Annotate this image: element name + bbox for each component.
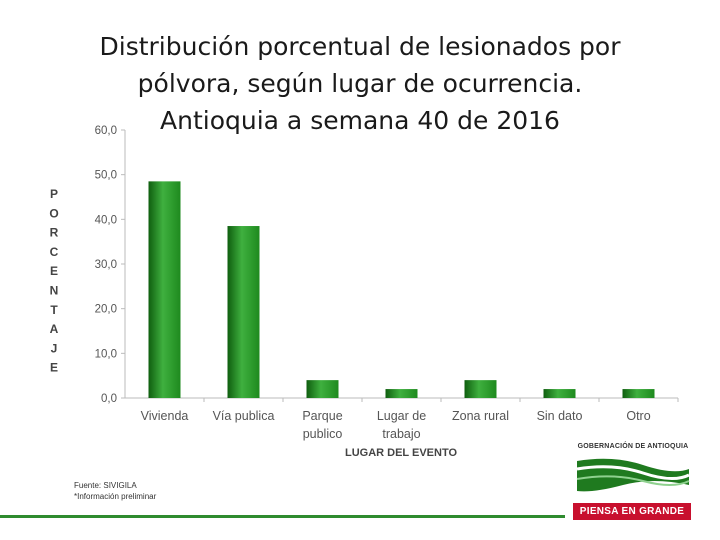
logo-slogan: PIENSA EN GRANDE bbox=[573, 503, 691, 520]
chart-title: Distribución porcentual de lesionados po… bbox=[60, 28, 660, 139]
y-axis-title-letter: R bbox=[50, 226, 59, 240]
source-note: Fuente: SIVIGILA *Información preliminar bbox=[74, 480, 156, 502]
source-line: Fuente: SIVIGILA bbox=[74, 481, 137, 490]
bar bbox=[385, 389, 418, 398]
bar bbox=[227, 226, 260, 398]
category-labels: Vivienda Vía publica Parque publico Lugar de… bbox=[141, 398, 679, 441]
category-label: publico bbox=[303, 427, 343, 441]
bar bbox=[464, 380, 497, 398]
y-axis-title-letter: T bbox=[50, 303, 58, 317]
category-label: trabajo bbox=[382, 427, 420, 441]
y-axis-title-letter: J bbox=[51, 341, 58, 355]
y-axis-title-letter: C bbox=[50, 245, 59, 259]
bars bbox=[148, 181, 655, 398]
category-label: Vivienda bbox=[141, 409, 189, 423]
gobernacion-logo: GOBERNACIÓN DE ANTIOQUIA PIENSA EN GRAND… bbox=[573, 443, 693, 521]
bar bbox=[622, 389, 655, 398]
x-axis-title: LUGAR DEL EVENTO bbox=[345, 447, 457, 459]
y-axis-title-letter: P bbox=[50, 187, 58, 201]
title-line-3: Antioquia a semana 40 de 2016 bbox=[160, 106, 560, 135]
y-tick-label: 30,0 bbox=[95, 259, 117, 271]
y-tick-label: 10,0 bbox=[95, 348, 117, 360]
y-axis-title-letter: N bbox=[50, 284, 59, 298]
category-label: Lugar de bbox=[377, 409, 426, 423]
y-tick-label: 60,0 bbox=[95, 125, 117, 137]
y-tick-label: 0,0 bbox=[101, 393, 117, 405]
bar bbox=[543, 389, 576, 398]
footer-divider bbox=[0, 515, 565, 518]
category-label: Otro bbox=[626, 409, 650, 423]
bar bbox=[148, 181, 181, 398]
y-tick-label: 50,0 bbox=[95, 170, 117, 182]
flag-graphic bbox=[573, 455, 691, 499]
category-label: Parque bbox=[302, 409, 342, 423]
axes bbox=[124, 130, 678, 399]
category-label: Sin dato bbox=[537, 409, 583, 423]
bar bbox=[306, 380, 339, 398]
y-tick-label: 40,0 bbox=[95, 214, 117, 226]
y-axis-title-letter: E bbox=[50, 361, 58, 375]
logo-org-name: GOBERNACIÓN DE ANTIOQUIA bbox=[577, 443, 689, 450]
preliminary-note: *Información preliminar bbox=[74, 492, 157, 501]
y-axis-title-letter: A bbox=[50, 322, 59, 336]
title-line-2: pólvora, según lugar de ocurrencia. bbox=[137, 69, 583, 98]
y-axis-title-letter: E bbox=[50, 264, 58, 278]
y-tick-label: 20,0 bbox=[95, 304, 117, 316]
y-axis-title-letter: O bbox=[49, 206, 58, 220]
category-label: Zona rural bbox=[452, 409, 509, 423]
category-label: Vía publica bbox=[213, 409, 275, 423]
y-tick-labels: 0,0 10,0 20,0 30,0 40,0 50,0 60,0 bbox=[95, 125, 125, 405]
title-line-1: Distribución porcentual de lesionados po… bbox=[99, 32, 621, 61]
